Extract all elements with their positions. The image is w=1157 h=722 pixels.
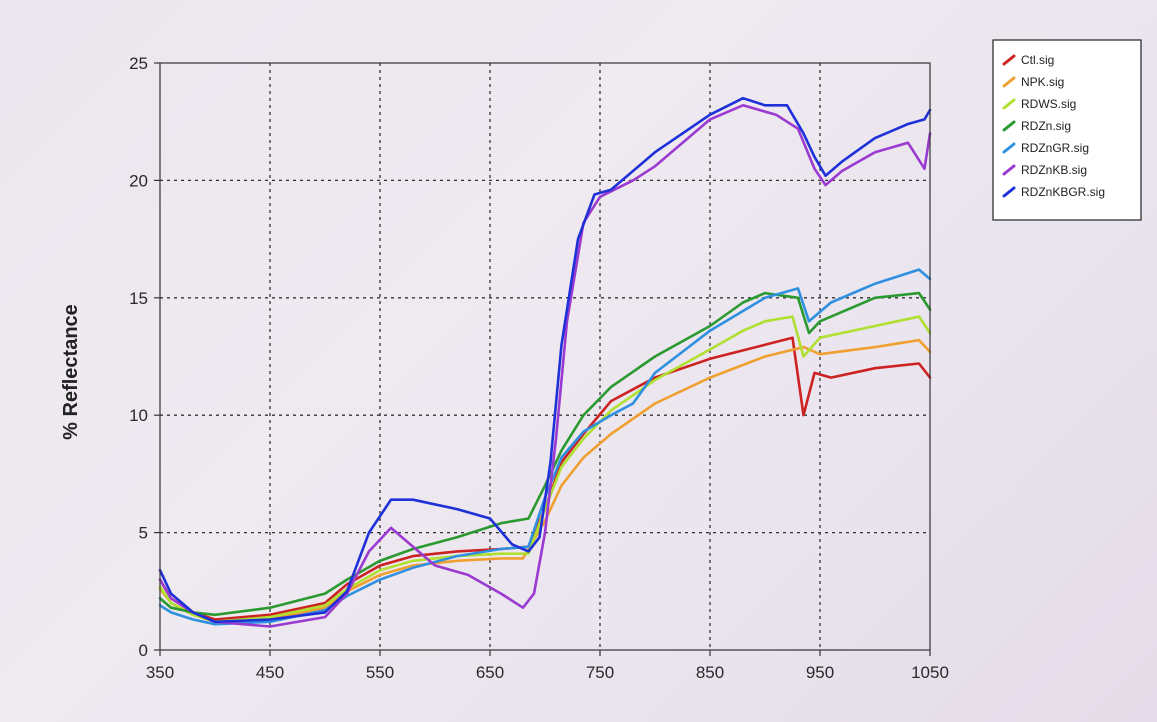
- series-layer: [158, 96, 932, 628]
- series-line-rdzngr-sig: [158, 268, 932, 626]
- legend-label: RDWS.sig: [1021, 97, 1076, 111]
- y-tick-label: 0: [139, 641, 148, 660]
- series-line-rdws-sig: [158, 315, 932, 624]
- legend-entry: Ctl.sig: [1002, 53, 1054, 67]
- x-tick-label: 850: [696, 663, 724, 682]
- legend-entry: RDZn.sig: [1002, 119, 1071, 133]
- y-axis-label: % Reflectance: [60, 304, 82, 440]
- series-line-npk-sig: [158, 338, 932, 624]
- legend-swatch: [1002, 164, 1016, 176]
- legend-entry: NPK.sig: [1002, 75, 1064, 89]
- x-tick-label: 550: [366, 663, 394, 682]
- legend-entry: RDZnKBGR.sig: [1002, 185, 1105, 199]
- legend-swatch: [1002, 142, 1016, 154]
- legend-entry: RDZnKB.sig: [1002, 163, 1087, 177]
- grid-layer: [160, 63, 930, 650]
- legend-box: [992, 39, 1142, 221]
- series-line-rdznkb-sig: [158, 104, 932, 628]
- legend-label: RDZn.sig: [1021, 119, 1071, 133]
- legend-swatch: [1002, 186, 1016, 198]
- legend-label: NPK.sig: [1021, 75, 1064, 89]
- legend-entry: RDWS.sig: [1002, 97, 1076, 111]
- legend: Ctl.sig NPK.sig RDWS.sig RDZn.sig RDZnGR.sig…: [992, 39, 1142, 221]
- legend-label: RDZnKB.sig: [1021, 163, 1087, 177]
- x-tick-label: 950: [806, 663, 834, 682]
- x-tick-label: 750: [586, 663, 614, 682]
- legend-swatch: [1002, 120, 1016, 132]
- x-tick-label: 350: [146, 663, 174, 682]
- legend-swatch: [1002, 98, 1016, 110]
- plot-frame: [159, 62, 931, 651]
- y-tick-label: 25: [129, 54, 148, 73]
- y-tick-label: 20: [129, 171, 148, 190]
- y-tick-label: 15: [129, 289, 148, 308]
- y-tick-label: 10: [129, 406, 148, 425]
- x-tick-label: 650: [476, 663, 504, 682]
- legend-swatch: [1002, 76, 1016, 88]
- legend-label: RDZnGR.sig: [1021, 141, 1089, 155]
- y-tick-label: 5: [139, 524, 148, 543]
- x-tick-label: 450: [256, 663, 284, 682]
- series-line-ctl-sig: [158, 336, 932, 621]
- legend-label: Ctl.sig: [1021, 53, 1054, 67]
- x-tick-label: 1050: [911, 663, 949, 682]
- series-line-rdznkbgr-sig: [158, 96, 932, 624]
- legend-entry: RDZnGR.sig: [1002, 141, 1089, 155]
- series-line-rdzn-sig: [158, 291, 932, 617]
- legend-label: RDZnKBGR.sig: [1021, 185, 1105, 199]
- axis-layer: 350 450 550 650 750 850 950 1050 0 5 10 15 20 25: [129, 54, 949, 682]
- legend-swatch: [1002, 54, 1016, 66]
